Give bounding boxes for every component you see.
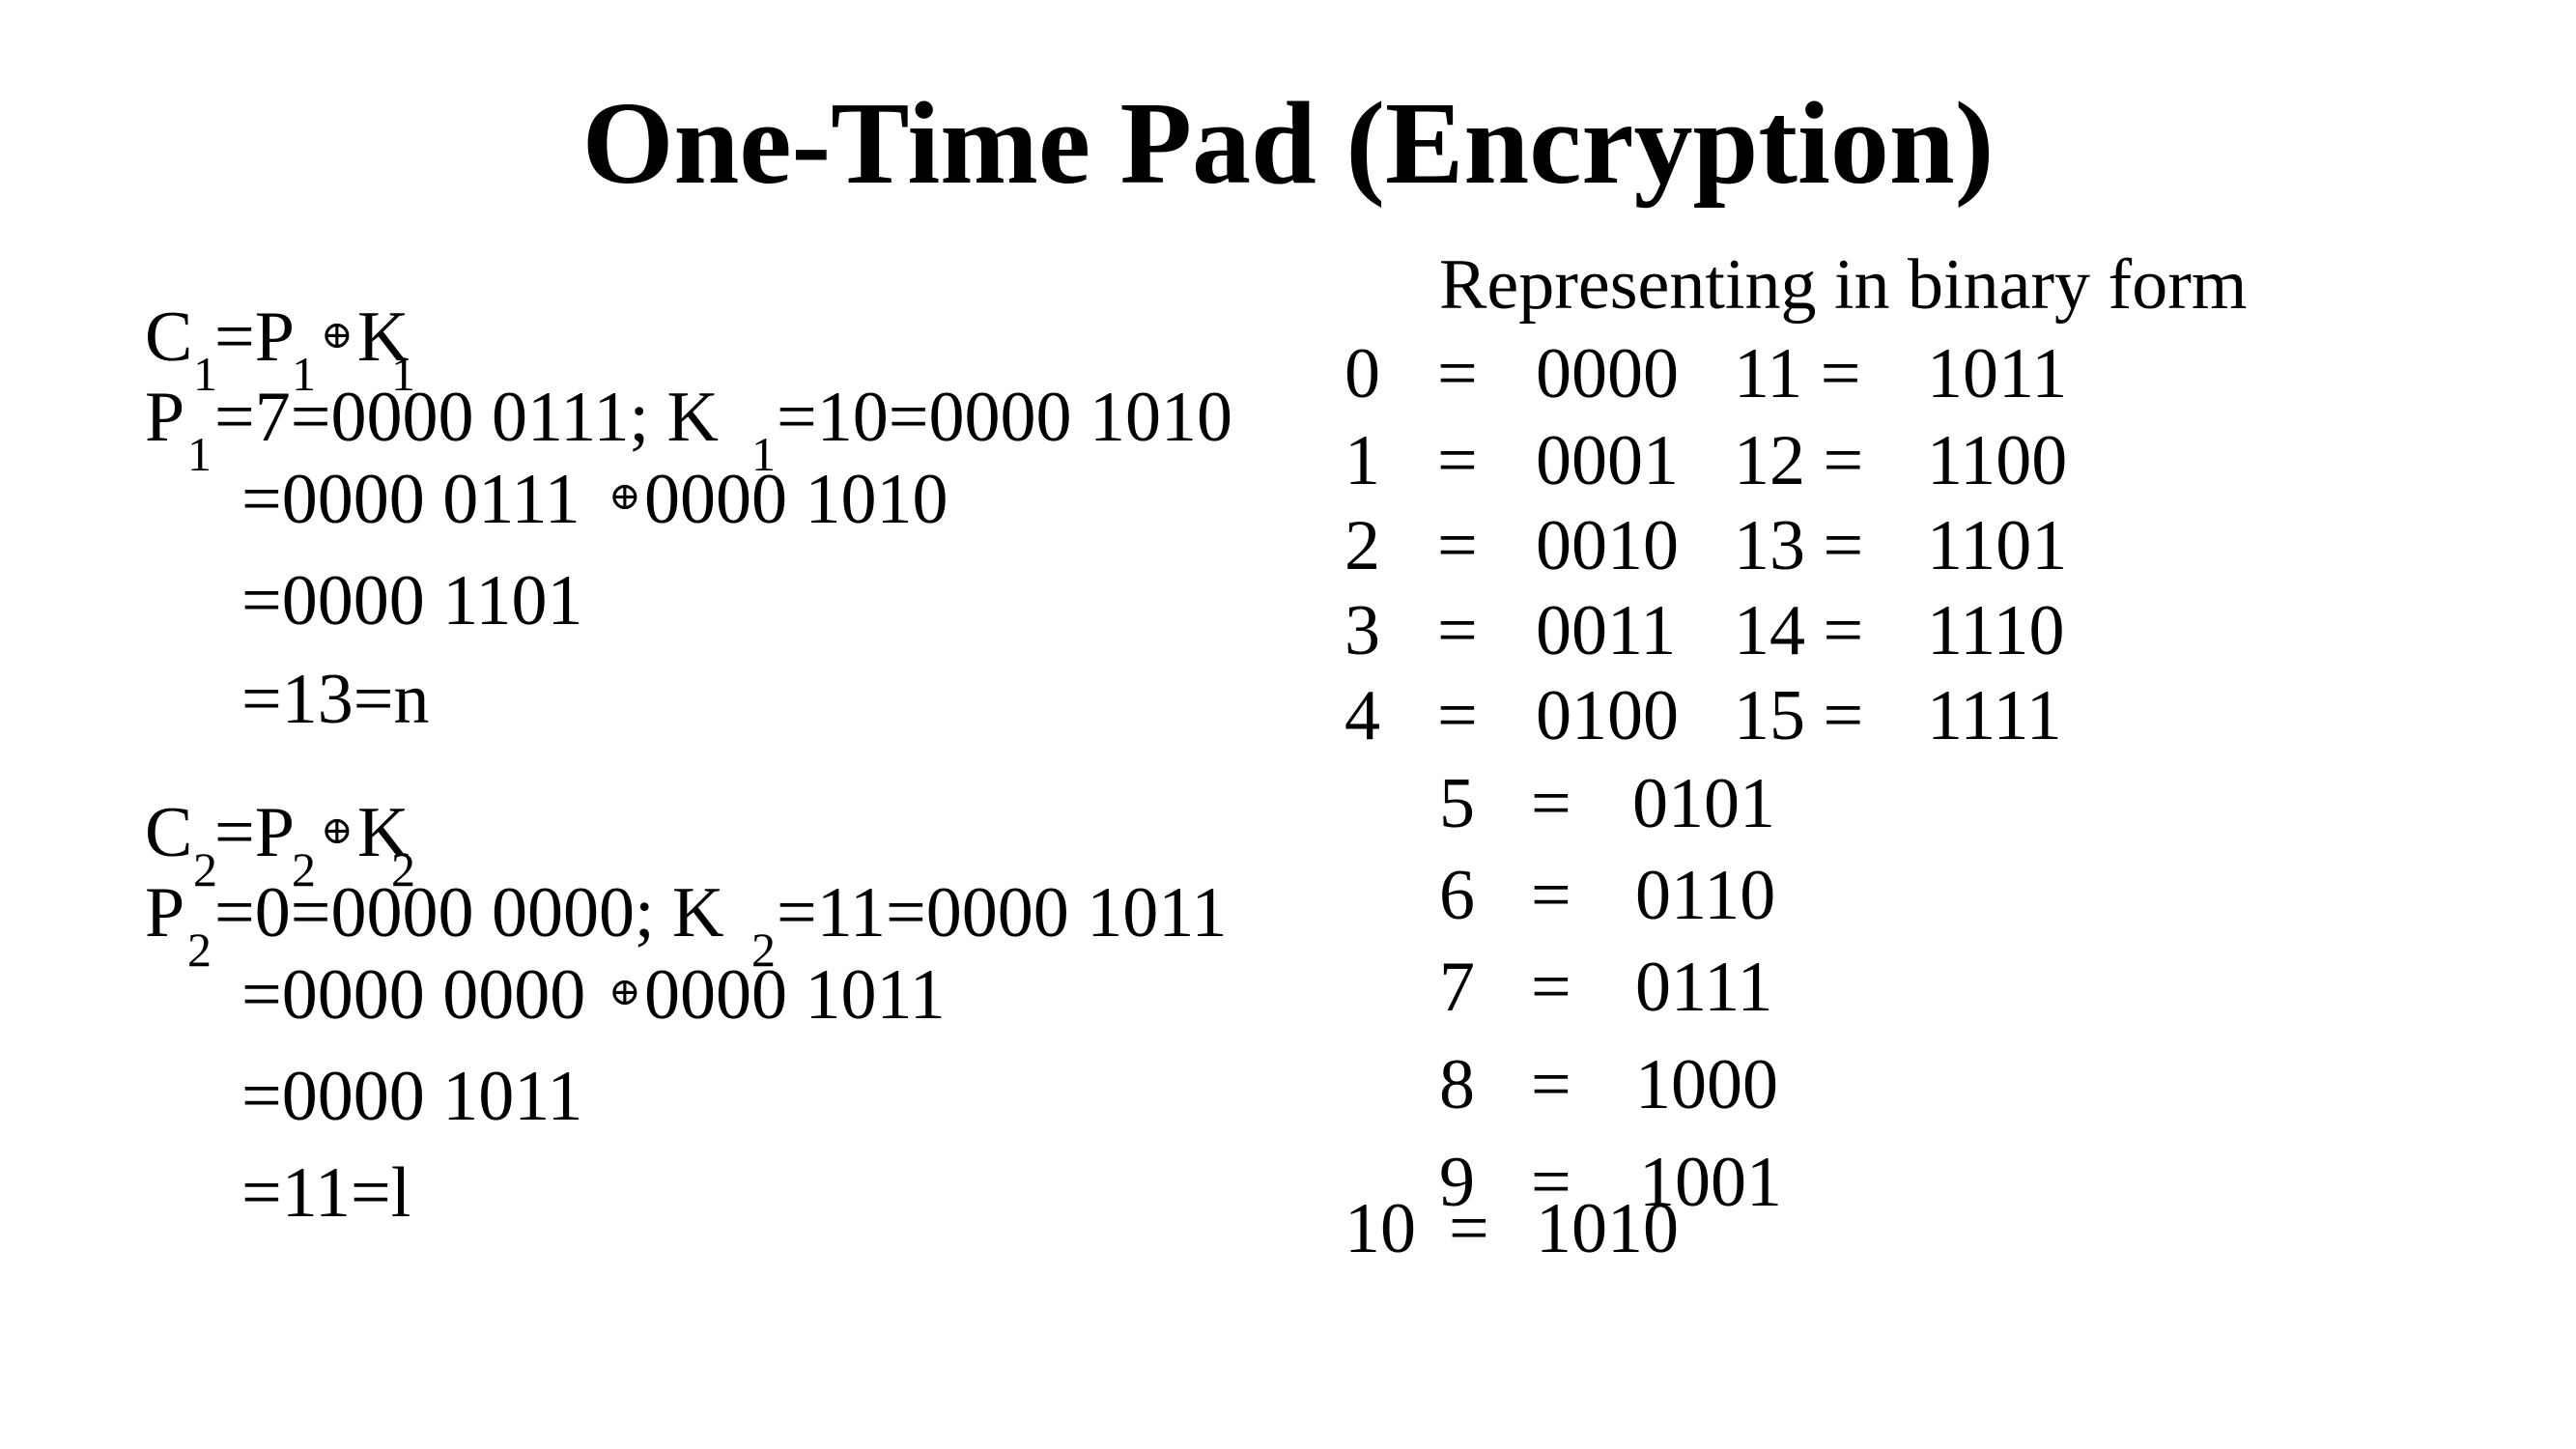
xor-operand-b: 0000 1011 <box>644 955 946 1035</box>
equals-sign: = <box>1437 591 1478 670</box>
binary-number: 15 = <box>1734 676 1864 755</box>
equals-sign: = <box>1437 676 1478 755</box>
equals-sign: = <box>1449 1189 1489 1268</box>
binary-value: 1101 <box>1927 506 2068 585</box>
binary-value: 1100 <box>1927 421 2068 500</box>
subscript: 2 <box>751 923 776 977</box>
key-value: =10=0000 1010 <box>777 378 1232 457</box>
cipher-symbol: C <box>145 298 193 377</box>
xor-operand-b: 0000 1010 <box>644 460 948 539</box>
equals-sign: = <box>1531 948 1571 1027</box>
key-symbol: K <box>357 793 410 872</box>
subscript: 1 <box>751 427 776 481</box>
binary-number: 4 <box>1345 676 1380 755</box>
binary-value: 0010 <box>1536 506 1679 585</box>
slide-title: One-Time Pad (Encryption) <box>581 78 1995 209</box>
key-symbol: K <box>357 298 410 377</box>
binary-value: 0100 <box>1536 676 1679 755</box>
binary-value: 0011 <box>1536 591 1677 670</box>
equals-sign: = <box>1531 764 1571 843</box>
plaintext-symbol: =P <box>214 793 295 872</box>
binary-number: 10 <box>1345 1189 1416 1268</box>
binary-value: 1001 <box>1639 1143 1782 1222</box>
xor-operand-a: =0000 0111 <box>241 460 580 539</box>
subscript: 2 <box>193 842 217 896</box>
binary-number: 2 <box>1345 506 1380 585</box>
subscript: 1 <box>187 427 212 481</box>
equals-sign: = <box>1531 856 1571 935</box>
binary-value: 1010 <box>1536 1189 1679 1268</box>
xor-symbol: ⊕ <box>321 809 354 852</box>
binary-value: 0111 <box>1635 948 1773 1027</box>
plaintext-symbol: P <box>145 378 185 457</box>
xor-symbol: ⊕ <box>609 970 641 1013</box>
subscript: 1 <box>292 347 316 401</box>
cipher-symbol: C <box>145 793 193 872</box>
binary-value: 0001 <box>1536 421 1679 500</box>
ciphertext-result: =13=n <box>241 660 430 739</box>
binary-number: 7 <box>1439 948 1475 1027</box>
equals-sign: = <box>1437 421 1478 500</box>
subscript: 1 <box>391 347 415 401</box>
binary-number: 5 <box>1439 764 1475 843</box>
binary-value: 1011 <box>1927 334 2068 413</box>
binary-number: 14 = <box>1734 591 1864 670</box>
binary-number: 1 <box>1345 421 1380 500</box>
binary-number: 12 = <box>1734 421 1864 500</box>
subscript: 2 <box>391 842 415 896</box>
binary-number: 8 <box>1439 1045 1475 1124</box>
plaintext-symbol: =P <box>214 298 295 377</box>
binary-number: 3 <box>1345 591 1380 670</box>
binary-value: 1111 <box>1927 676 2062 755</box>
equals-sign: = <box>1531 1143 1571 1222</box>
subscript: 1 <box>193 347 217 401</box>
ciphertext-result: =11=l <box>241 1153 411 1233</box>
binary-value: 0101 <box>1632 764 1775 843</box>
binary-value: 0110 <box>1635 856 1776 935</box>
equals-sign: = <box>1437 334 1478 413</box>
subscript: 2 <box>187 923 212 977</box>
xor-symbol: ⊕ <box>609 474 641 518</box>
plaintext-key-values: =0=0000 0000; K <box>214 873 724 952</box>
key-value: =11=0000 1011 <box>777 873 1228 952</box>
xor-operand-a: =0000 0000 <box>241 955 586 1035</box>
xor-result: =0000 1011 <box>241 1057 583 1136</box>
binary-number: 9 <box>1439 1143 1475 1222</box>
binary-value: 1110 <box>1927 591 2065 670</box>
binary-value: 1000 <box>1635 1045 1778 1124</box>
binary-number: 13 = <box>1734 506 1864 585</box>
binary-number: 11 = <box>1734 334 1861 413</box>
binary-table-heading: Representing in binary form <box>1439 245 2248 325</box>
xor-result: =0000 1101 <box>241 561 583 640</box>
plaintext-key-values: =7=0000 0111; K <box>214 378 719 457</box>
xor-symbol: ⊕ <box>321 313 354 356</box>
equals-sign: = <box>1437 506 1478 585</box>
binary-number: 6 <box>1439 856 1475 935</box>
subscript: 2 <box>292 842 316 896</box>
binary-number: 0 <box>1345 334 1380 413</box>
binary-value: 0000 <box>1536 334 1679 413</box>
equals-sign: = <box>1531 1045 1571 1124</box>
plaintext-symbol: P <box>145 873 185 952</box>
